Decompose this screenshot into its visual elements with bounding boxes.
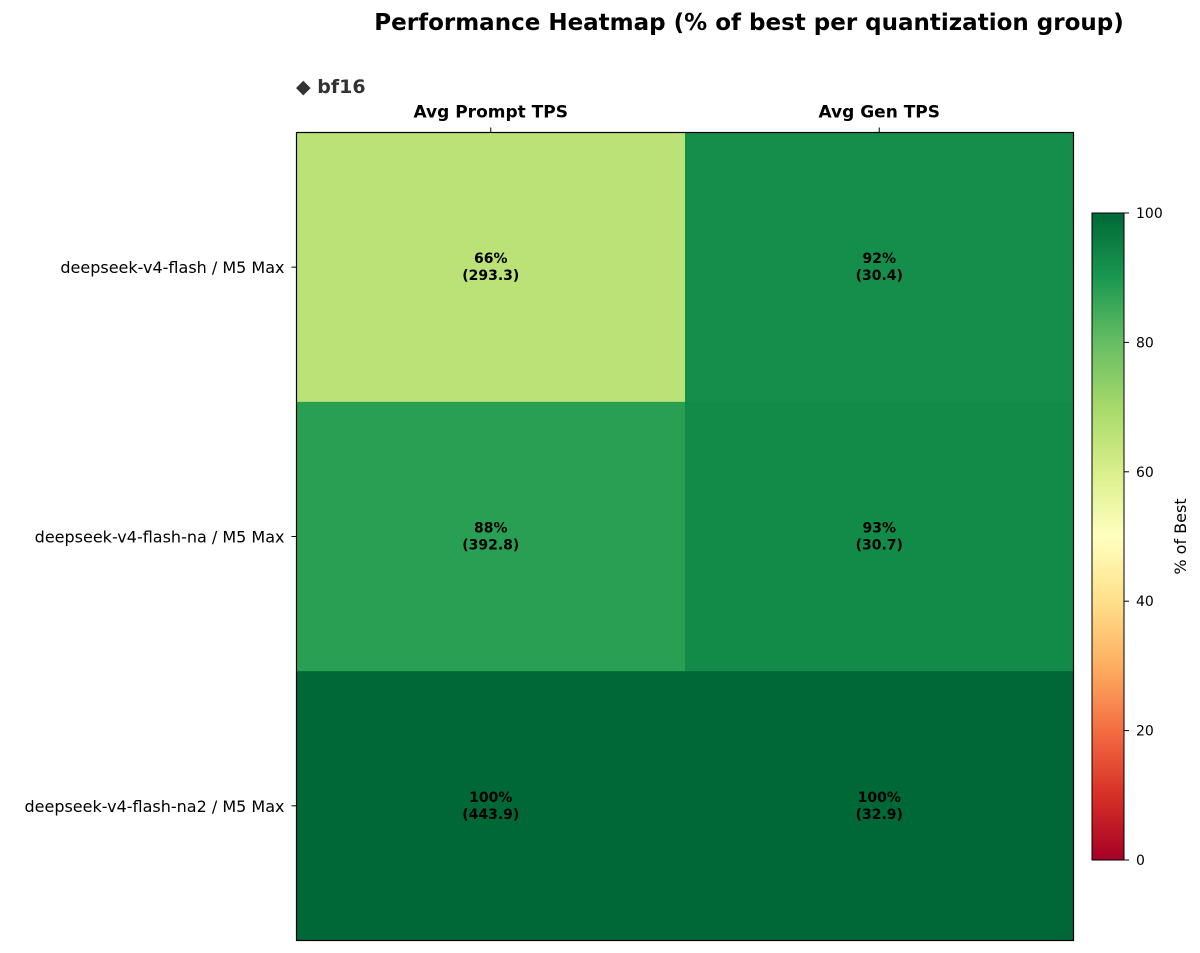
colorbar: 0 20 40 60 80 100 % of Best [1091,206,1190,869]
row-label: deepseek-v4-flash / M5 Max [60,258,284,277]
cell-value-label: (30.7) [856,538,903,554]
heatmap-cells: 66%(293.3) 92%(30.4) 88%(392.8) 93%(30.7) 10… [296,132,1074,941]
cell-value-label: (30.4) [856,268,903,284]
heatmap-cell [296,671,686,941]
cell-percent-label: 100% [858,790,901,806]
cell-percent-label: 93% [862,521,896,537]
row-labels: deepseek-v4-flash / M5 Max deepseek-v4-fl… [24,258,297,816]
row-label: deepseek-v4-flash-na / M5 Max [35,528,285,547]
column-header: Avg Prompt TPS [414,103,568,123]
colorbar-tick-label: 40 [1136,594,1154,610]
cell-value-label: (293.3) [462,268,519,284]
colorbar-tick-label: 0 [1136,853,1145,869]
cell-value-label: (443.9) [462,807,519,823]
cell-percent-label: 88% [474,521,508,537]
cell-percent-label: 92% [862,251,896,267]
column-header: Avg Gen TPS [818,103,940,123]
heatmap-cell [685,132,1074,403]
colorbar-gradient [1091,212,1125,861]
cell-percent-label: 66% [474,251,508,267]
cell-percent-label: 100% [469,790,512,806]
colorbar-label: % of Best [1171,498,1190,574]
chart-title: Performance Heatmap (% of best per quant… [374,10,1123,36]
heatmap-cell [685,401,1074,672]
colorbar-tick-label: 20 [1136,724,1154,740]
heatmap-cell [296,401,686,672]
column-headers: Avg Prompt TPS Avg Gen TPS [414,103,940,133]
cell-value-label: (392.8) [462,538,519,554]
colorbar-tick-label: 100 [1136,206,1163,222]
row-label: deepseek-v4-flash-na2 / M5 Max [24,797,284,816]
colorbar-tick-label: 80 [1136,335,1154,351]
group-label: ◆ bf16 [296,76,366,98]
colorbar-tick-label: 60 [1136,465,1154,481]
cell-value-label: (32.9) [856,807,903,823]
heatmap-cell [296,132,686,403]
heatmap-cell [685,671,1074,941]
